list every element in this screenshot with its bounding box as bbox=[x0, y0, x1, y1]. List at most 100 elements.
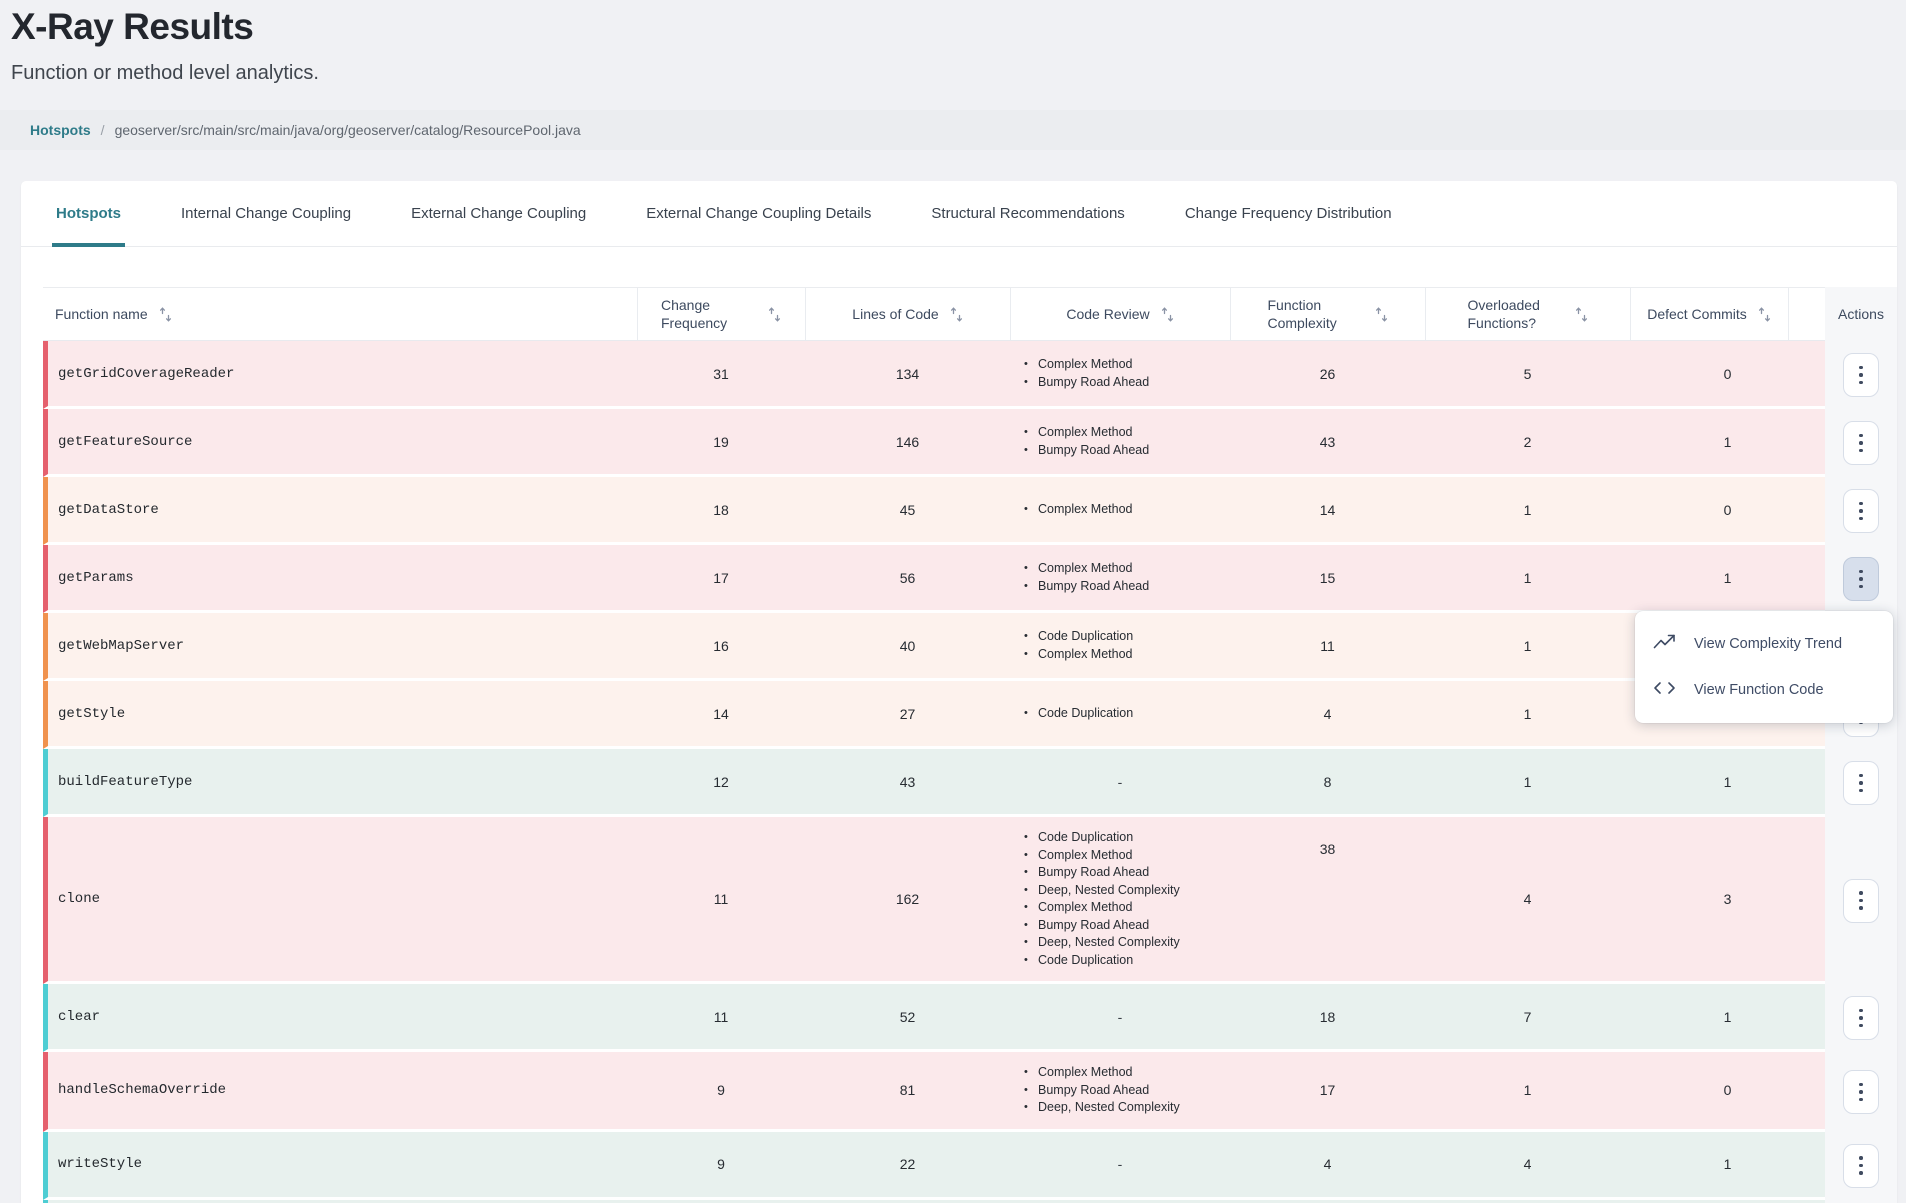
kebab-menu-button[interactable] bbox=[1843, 557, 1879, 601]
row-actions-cell bbox=[1825, 749, 1897, 817]
sort-icon[interactable] bbox=[949, 306, 964, 323]
table-header-actions: Actions bbox=[1825, 287, 1897, 341]
code-review-issue-list: • Complex Method bbox=[1024, 501, 1133, 519]
menu-item-view-function-code[interactable]: View Function Code bbox=[1635, 667, 1893, 713]
tab-hotspots[interactable]: Hotspots bbox=[26, 181, 151, 247]
function-complexity-cell: 15 bbox=[1319, 569, 1336, 586]
column-header-overloaded-functions[interactable]: Overloaded Functions? bbox=[1425, 288, 1630, 340]
kebab-dot-icon bbox=[1859, 448, 1863, 453]
code-review-issue-list: • Code Duplication • Complex Method bbox=[1024, 628, 1133, 663]
function-name-cell: clone bbox=[58, 891, 101, 907]
menu-item-view-complexity-trend[interactable]: View Complexity Trend bbox=[1635, 621, 1893, 667]
kebab-dot-icon bbox=[1859, 1008, 1863, 1013]
column-header-lines-of-code[interactable]: Lines of Code bbox=[805, 288, 1010, 340]
kebab-dot-icon bbox=[1859, 373, 1863, 377]
kebab-dot-icon bbox=[1859, 501, 1863, 506]
row-actions-cell bbox=[1825, 409, 1897, 477]
code-review-issue: • Bumpy Road Ahead bbox=[1024, 374, 1149, 392]
kebab-menu-button[interactable] bbox=[1843, 1069, 1879, 1114]
tab-structural-recommendations[interactable]: Structural Recommendations bbox=[931, 205, 1125, 222]
code-review-issue: • Complex Method bbox=[1024, 1064, 1180, 1082]
code-review-issue: • Bumpy Road Ahead bbox=[1024, 864, 1180, 882]
menu-item-label: View Complexity Trend bbox=[1694, 636, 1843, 652]
tab-change-frequency-distribution[interactable]: Change Frequency Distribution bbox=[1184, 205, 1392, 222]
function-name-cell: handleSchemaOverride bbox=[58, 1082, 227, 1099]
row-actions-cell bbox=[1825, 1052, 1897, 1132]
sort-icon[interactable] bbox=[1374, 306, 1389, 323]
function-name-cell: getFeatureSource bbox=[58, 433, 193, 450]
table-row-getdatastore: getDataStore 18 45 • Complex Method 14 1 0 bbox=[43, 477, 1897, 545]
code-review-issue: • Bumpy Road Ahead bbox=[1024, 1082, 1180, 1100]
row-actions-cell bbox=[1825, 545, 1897, 613]
lines-of-code-cell: 45 bbox=[899, 501, 916, 518]
table-header: Function name Change Frequency Lines of Co… bbox=[43, 287, 1897, 341]
function-name-cell: getStyle bbox=[58, 705, 126, 722]
change-frequency-cell: 9 bbox=[717, 1082, 725, 1099]
bullet-icon: • bbox=[1024, 1066, 1028, 1078]
kebab-menu-button[interactable] bbox=[1843, 1143, 1879, 1188]
column-header-change-frequency[interactable]: Change Frequency bbox=[637, 288, 805, 340]
code-review-cell: • Complex Method • Bumpy Road Ahead bbox=[1010, 545, 1230, 610]
kebab-menu-button[interactable] bbox=[1843, 878, 1879, 923]
defect-commits-cell: 0 bbox=[1723, 365, 1732, 382]
tab-internal-change-coupling[interactable]: Internal Change Coupling bbox=[181, 205, 352, 222]
kebab-menu-button[interactable] bbox=[1843, 489, 1879, 533]
function-complexity-cell: 11 bbox=[1320, 637, 1335, 654]
function-complexity-cell: 26 bbox=[1319, 365, 1336, 382]
column-label: Defect Commits bbox=[1647, 305, 1747, 322]
bullet-icon: • bbox=[1024, 918, 1028, 931]
kebab-dot-icon bbox=[1859, 1156, 1863, 1160]
defect-commits-cell: 3 bbox=[1723, 891, 1732, 907]
sort-icon[interactable] bbox=[767, 306, 782, 323]
lines-of-code-cell: 162 bbox=[895, 891, 920, 907]
column-header-function-complexity[interactable]: Function Complexity bbox=[1230, 288, 1425, 340]
column-header-function-name[interactable]: Function name bbox=[43, 288, 637, 340]
sort-icon[interactable] bbox=[1160, 306, 1175, 323]
lines-of-code-cell bbox=[805, 1200, 1010, 1203]
defect-commits-cell bbox=[1630, 1200, 1825, 1203]
change-frequency-cell bbox=[637, 1200, 805, 1203]
kebab-dot-icon bbox=[1859, 781, 1863, 785]
kebab-menu-button[interactable] bbox=[1843, 761, 1879, 805]
sort-icon[interactable] bbox=[1757, 306, 1772, 323]
kebab-menu-button[interactable] bbox=[1843, 996, 1879, 1040]
code-review-cell: - bbox=[1117, 1156, 1123, 1172]
tab-external-change-coupling-details[interactable]: External Change Coupling Details bbox=[646, 205, 872, 222]
code-review-issue: • Complex Method bbox=[1024, 646, 1133, 664]
tab-bar: Hotspots Internal Change Coupling External… bbox=[21, 181, 1897, 247]
overloaded-functions-cell: 7 bbox=[1523, 1008, 1532, 1025]
column-header-code-review[interactable]: Code Review bbox=[1010, 288, 1230, 340]
defect-commits-cell: 1 bbox=[1723, 773, 1732, 790]
function-name-cell: buildFeatureType bbox=[58, 773, 193, 790]
sort-icon[interactable] bbox=[1574, 306, 1589, 323]
code-review-issue: • Bumpy Road Ahead bbox=[1024, 578, 1149, 596]
bullet-icon: • bbox=[1024, 562, 1028, 574]
defect-commits-cell: 0 bbox=[1723, 1082, 1732, 1099]
bullet-icon: • bbox=[1024, 901, 1028, 913]
kebab-dot-icon bbox=[1859, 1090, 1863, 1094]
kebab-dot-icon bbox=[1859, 906, 1863, 910]
table-row-handleschemaoverride: handleSchemaOverride 9 81 • Complex Method • B… bbox=[43, 1052, 1897, 1132]
breadcrumb-hotspots-link[interactable]: Hotspots bbox=[30, 122, 91, 138]
tab-external-change-coupling[interactable]: External Change Coupling bbox=[411, 205, 587, 222]
code-review-cell: - bbox=[1117, 773, 1123, 790]
kebab-menu-button[interactable] bbox=[1843, 421, 1879, 465]
code-review-issue-list: • Complex Method • Bumpy Road Ahead • Deep, N… bbox=[1024, 1064, 1180, 1117]
kebab-dot-icon bbox=[1859, 569, 1863, 574]
code-review-issue: • Complex Method bbox=[1024, 424, 1149, 442]
column-label: Function Complexity bbox=[1267, 296, 1337, 331]
bullet-icon: • bbox=[1024, 647, 1028, 660]
table-row-getstyle: getStyle 14 27 • Code Duplication 4 1 bbox=[43, 681, 1897, 749]
row-actions-cell bbox=[1825, 477, 1897, 545]
column-label: Function name bbox=[55, 305, 148, 322]
bullet-icon: • bbox=[1024, 936, 1028, 948]
function-name-cell: writeStyle bbox=[58, 1156, 143, 1172]
code-review-issue: • Deep, Nested Complexity bbox=[1024, 1099, 1180, 1117]
bullet-icon: • bbox=[1024, 426, 1028, 438]
kebab-menu-button[interactable] bbox=[1843, 353, 1879, 397]
column-header-defect-commits[interactable]: Defect Commits bbox=[1630, 288, 1788, 340]
change-frequency-cell: 14 bbox=[713, 705, 729, 722]
overloaded-functions-cell: 1 bbox=[1523, 705, 1532, 722]
sort-icon[interactable] bbox=[158, 306, 173, 323]
table-row-getparams: getParams 17 56 • Complex Method • Bumpy Road … bbox=[43, 545, 1897, 613]
